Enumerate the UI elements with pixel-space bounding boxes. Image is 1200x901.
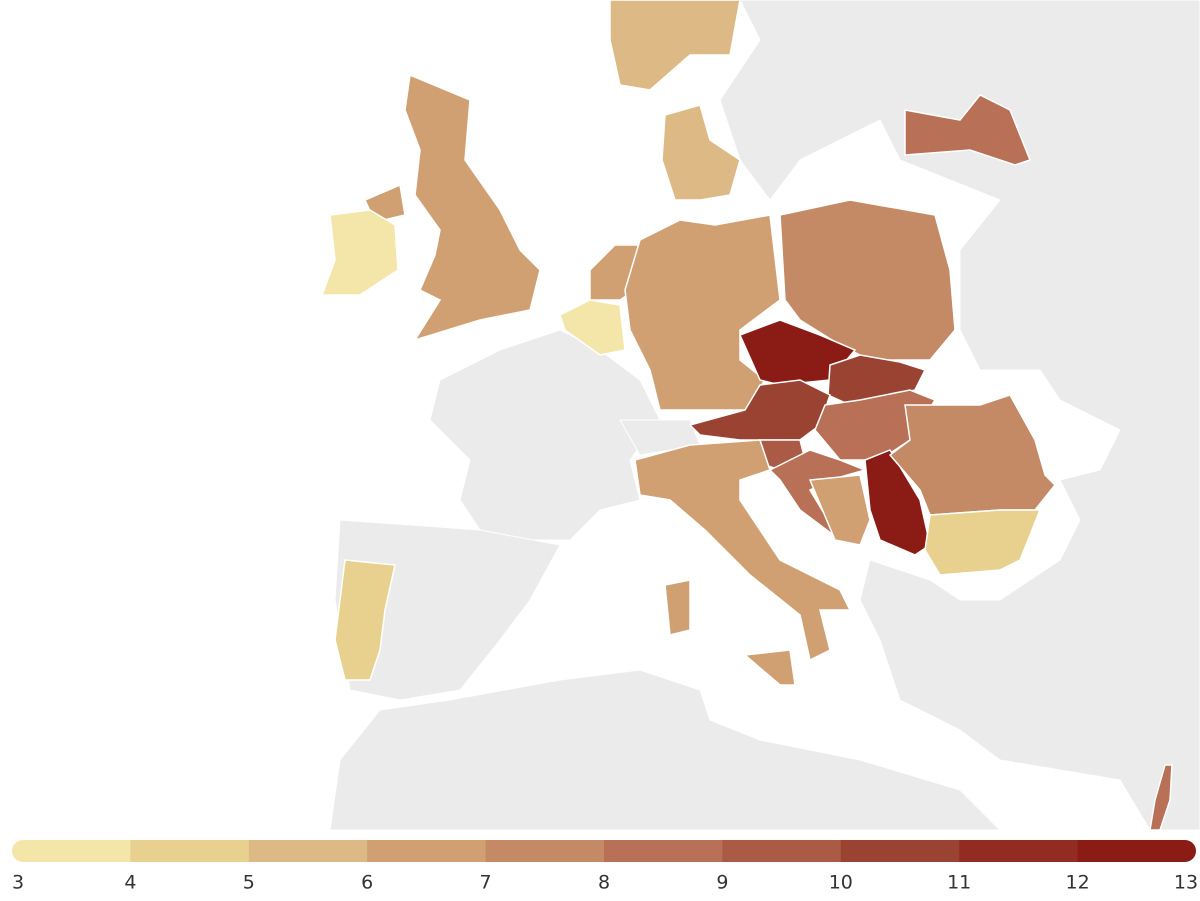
region [664,579,691,636]
legend-tick-label: 6 [361,872,373,894]
legend: 3 4 5 6 7 8 9 10 11 12 13 [12,840,1198,894]
regions [320,0,1173,831]
region [634,439,852,662]
legend-tick-label: 4 [124,872,136,894]
legend-swatch [959,840,1079,862]
legend-tick-label: 9 [716,872,728,894]
legend-swatch [485,840,605,862]
background-land [329,0,1200,831]
legend-swatch [722,840,842,862]
legend-tick-label: 13 [1174,872,1198,894]
legend-tick-label: 10 [829,872,853,894]
region [559,299,626,356]
region [904,94,1031,166]
region [1149,764,1173,831]
legend-swatch [1077,840,1196,862]
legend-bar [12,840,1196,862]
region [404,73,541,342]
legend-swatch [840,840,960,862]
legend-tick-label: 11 [947,872,971,894]
legend-tick-label: 3 [12,872,24,894]
legend-tick-label: 5 [243,872,255,894]
region [743,649,796,686]
region [924,509,1042,576]
legend-swatch [130,840,250,862]
region [624,214,781,411]
region [779,199,956,361]
legend-swatch [604,840,723,862]
region [609,0,741,91]
land [429,329,661,541]
region [334,559,396,681]
region [320,209,399,296]
legend-swatch [367,840,487,862]
legend-tick-label: 12 [1066,872,1090,894]
region [661,104,741,201]
legend-swatch [12,840,131,862]
legend-tick-label: 7 [480,872,492,894]
land [329,669,1002,831]
land [719,0,1200,831]
legend-tick-label: 8 [598,872,610,894]
region [808,474,871,546]
legend-swatch [248,840,368,862]
